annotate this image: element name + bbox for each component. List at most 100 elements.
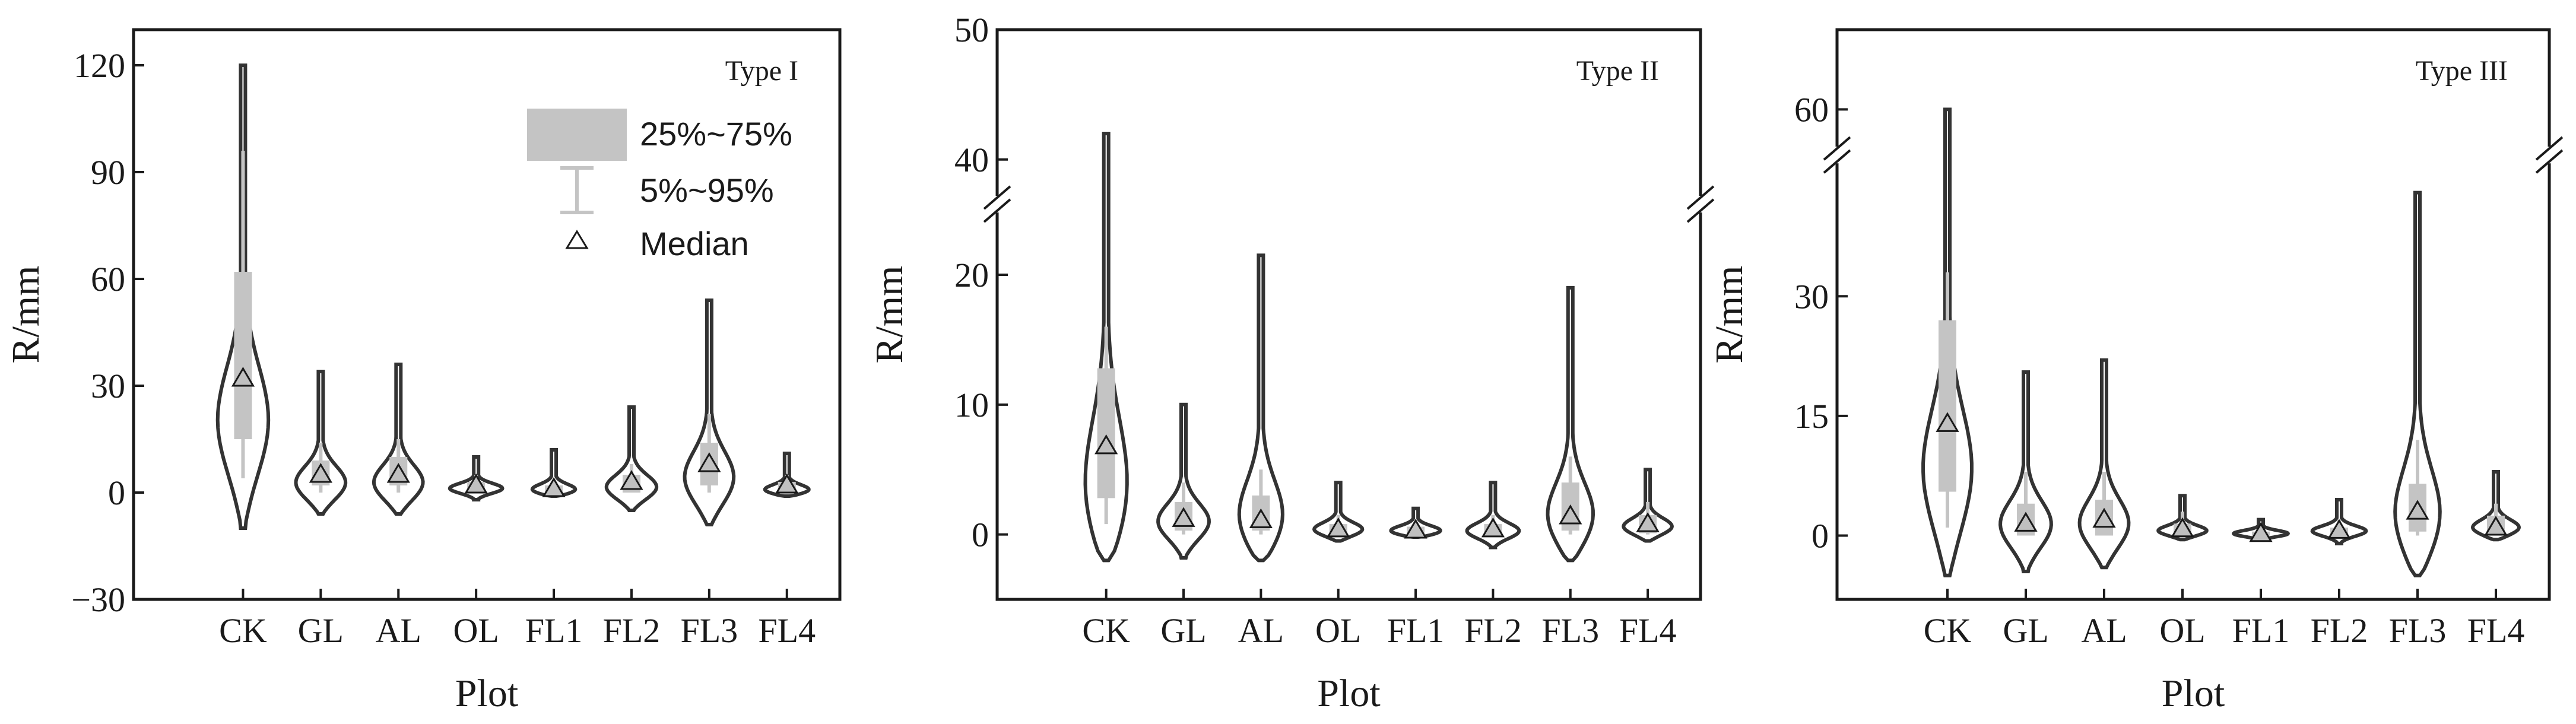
median-marker xyxy=(309,463,332,483)
panel-type-label: Type III xyxy=(2416,55,2508,87)
violin-OL xyxy=(2156,494,2209,542)
median-marker xyxy=(2171,517,2194,538)
x-tick-label: FL3 xyxy=(2389,611,2447,650)
y-tick-label: 15 xyxy=(1794,397,1829,436)
legend-median-label: Median xyxy=(640,225,749,262)
axis-break-mark xyxy=(983,198,1011,223)
violin-FL1 xyxy=(1389,506,1442,539)
y-tick-label: −30 xyxy=(71,580,125,619)
legend-median-marker xyxy=(565,230,589,249)
violin-FL2 xyxy=(1465,481,1521,550)
violin-OL xyxy=(448,455,505,501)
y-tick-label: 20 xyxy=(954,256,989,294)
median-marker xyxy=(1936,412,1959,432)
axis-break-mark xyxy=(1823,136,1851,161)
x-axis-title: Plot xyxy=(1317,672,1380,715)
violin-CK xyxy=(1083,132,1129,563)
x-tick-label: OL xyxy=(2159,611,2205,650)
panel-type-label: Type I xyxy=(725,55,798,87)
median-marker xyxy=(464,474,488,494)
y-axis-title: R/mm xyxy=(1708,265,1751,363)
x-tick-label: AL xyxy=(1238,611,1284,650)
violin-body xyxy=(604,405,659,512)
median-marker xyxy=(1095,434,1118,455)
median-marker xyxy=(1327,517,1350,538)
y-tick-label: 0 xyxy=(972,516,989,554)
violin-body xyxy=(1546,285,1595,563)
y-tick-label: 40 xyxy=(954,141,989,179)
violin-CK xyxy=(215,63,271,530)
y-tick-label: 30 xyxy=(1794,277,1829,316)
x-tick-label: AL xyxy=(2081,611,2127,650)
median-marker xyxy=(2249,522,2273,542)
violin-FL1 xyxy=(2231,517,2291,542)
x-tick-label: GL xyxy=(1160,611,1206,650)
panel-1: −30 0 30 60 90 120 CK GL AL OL FL1 FL2 FL3 FL4 Plot R/m… xyxy=(4,28,842,715)
violin-OL xyxy=(1312,481,1365,543)
axis-break-mark xyxy=(2535,136,2564,161)
median-marker xyxy=(2014,512,2038,532)
median-marker xyxy=(1636,512,1660,532)
x-tick-label: FL4 xyxy=(1619,611,1677,650)
median-marker xyxy=(2484,516,2508,536)
violin-body xyxy=(1156,402,1211,560)
violin-AL xyxy=(372,363,425,516)
median-marker xyxy=(1481,517,1505,538)
y-tick-label: 120 xyxy=(74,46,125,85)
x-axis-title: Plot xyxy=(455,672,518,715)
axis-break-mark xyxy=(983,185,1011,210)
iqr-box xyxy=(234,272,252,439)
violin-AL xyxy=(1237,253,1284,563)
y-tick-label: 60 xyxy=(1794,90,1829,129)
legend: 25%~75% 5%~95% Median xyxy=(527,109,792,262)
x-tick-label: OL xyxy=(453,611,499,650)
y-axis-title: R/mm xyxy=(868,265,911,363)
violin-CK xyxy=(1921,107,1974,577)
x-tick-label: OL xyxy=(1315,611,1361,650)
violin-FL4 xyxy=(1622,468,1674,543)
median-marker xyxy=(1559,504,1582,525)
y-tick-label: 90 xyxy=(91,153,125,192)
legend-whisker-label: 5%~95% xyxy=(640,172,774,209)
violin-GL xyxy=(294,370,348,516)
violin-FL3 xyxy=(683,299,736,526)
axis-break-mark xyxy=(1686,198,1715,223)
x-tick-label: GL xyxy=(2003,611,2048,650)
plot-frame xyxy=(995,28,1702,601)
x-tick-label: CK xyxy=(219,611,267,650)
x-tick-label: FL4 xyxy=(2467,611,2525,650)
violin-FL1 xyxy=(530,448,578,498)
x-tick-label: FL2 xyxy=(1464,611,1522,650)
panel-2: 0 10 20 40 50 CK GL AL OL FL1 FL2 FL3 FL4 Plot R/mm Typ… xyxy=(868,11,1715,715)
violin-GL xyxy=(1156,402,1211,560)
x-tick-label: AL xyxy=(376,611,421,650)
legend-iqr-swatch xyxy=(527,109,627,161)
axis-break-mark xyxy=(1823,149,1851,174)
violin-body xyxy=(683,299,736,526)
violin-body xyxy=(1237,253,1284,563)
y-tick-label: 60 xyxy=(91,260,125,299)
violin-body xyxy=(2077,358,2131,570)
violin-FL3 xyxy=(2393,190,2442,577)
x-tick-label: GL xyxy=(298,611,344,650)
panel-3: 0 15 30 60 CK GL AL OL FL1 FL2 FL3 FL4 Plot R/mm Type … xyxy=(1708,28,2564,715)
plot-frame xyxy=(1835,28,2551,601)
y-tick-label: 10 xyxy=(954,386,989,424)
violin-body xyxy=(1312,481,1365,543)
violin-body xyxy=(530,448,578,498)
y-tick-label: 0 xyxy=(1812,516,1829,555)
y-axis-title: R/mm xyxy=(4,265,47,363)
median-marker xyxy=(775,474,799,494)
median-marker xyxy=(1172,507,1195,527)
legend-iqr-label: 25%~75% xyxy=(640,115,792,153)
x-tick-label: FL4 xyxy=(758,611,816,650)
median-marker xyxy=(697,452,721,472)
median-marker xyxy=(2406,500,2429,520)
violin-FL2 xyxy=(2310,498,2368,545)
x-tick-label: FL1 xyxy=(1387,611,1445,650)
x-tick-label: CK xyxy=(1082,611,1130,650)
violin-FL2 xyxy=(604,405,659,512)
median-marker xyxy=(620,470,643,490)
